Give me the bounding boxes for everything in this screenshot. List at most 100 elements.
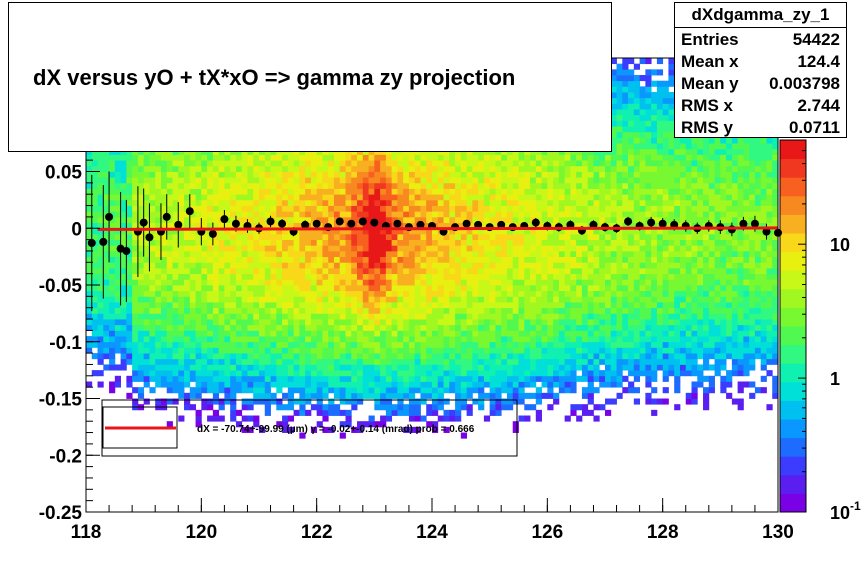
heatmap-cell	[166, 279, 173, 286]
heatmap-cell	[345, 409, 352, 416]
heatmap-cell	[235, 154, 243, 161]
heatmap-cell	[414, 426, 421, 433]
heatmap-cell	[160, 330, 168, 337]
heatmap-cell	[547, 347, 554, 354]
heatmap-cell	[506, 279, 514, 286]
heatmap-cell	[212, 358, 220, 365]
heatmap-cell	[495, 228, 502, 235]
heatmap-cell	[282, 307, 289, 314]
heatmap-cell	[155, 188, 162, 195]
heatmap-cell	[322, 194, 329, 201]
heatmap-cell	[224, 154, 231, 161]
heatmap-cell	[114, 290, 121, 297]
heatmap-cell	[299, 307, 306, 314]
heatmap-cell	[466, 165, 473, 172]
heatmap-cell	[374, 375, 381, 382]
heatmap-cell	[362, 267, 369, 275]
heatmap-cell	[189, 347, 196, 354]
heatmap-cell	[270, 290, 277, 297]
heatmap-cell	[558, 358, 566, 365]
heatmap-cell	[420, 188, 427, 195]
heatmap-cell	[351, 194, 358, 201]
heatmap-cell	[483, 307, 491, 314]
heatmap-cell	[322, 302, 329, 309]
heatmap-cell	[126, 353, 133, 360]
heatmap-cell	[380, 250, 387, 258]
heatmap-cell	[247, 211, 254, 218]
heatmap-cell	[132, 165, 139, 172]
heatmap-cell	[189, 307, 196, 314]
heatmap-cell	[253, 216, 260, 223]
heatmap-cell	[270, 239, 277, 246]
heatmap-cell	[293, 216, 300, 223]
heatmap-cell	[218, 165, 225, 172]
heatmap-cell	[172, 250, 179, 258]
heatmap-cell	[385, 267, 393, 275]
heatmap-cell	[310, 211, 318, 218]
heatmap-cell	[224, 177, 231, 184]
heatmap-cell	[166, 273, 173, 280]
heatmap-cell	[351, 160, 358, 167]
heatmap-cell	[230, 381, 237, 388]
heatmap-cell	[166, 154, 173, 161]
heatmap-cell	[155, 353, 162, 360]
heatmap-cell	[212, 341, 220, 348]
heatmap-cell	[328, 296, 335, 303]
heatmap-cell	[362, 245, 369, 252]
heatmap-cell	[391, 370, 398, 377]
heatmap-cell	[524, 182, 531, 189]
heatmap-cell	[385, 250, 393, 258]
heatmap-cell	[212, 154, 220, 161]
heatmap-cell	[466, 353, 473, 360]
heatmap-cell	[310, 353, 318, 360]
heatmap-cell	[472, 267, 479, 275]
heatmap-cell	[426, 404, 433, 411]
heatmap-cell	[247, 302, 254, 309]
heatmap-cell	[86, 205, 93, 212]
heatmap-cell	[408, 347, 416, 354]
heatmap-cell	[91, 182, 98, 189]
heatmap-cell	[316, 182, 323, 189]
heatmap-cell	[282, 285, 289, 292]
heatmap-cell	[380, 421, 387, 428]
heatmap-cell	[506, 364, 514, 371]
heatmap-cell	[524, 404, 531, 411]
heatmap-cell	[380, 273, 387, 280]
heatmap-cell	[518, 273, 525, 280]
heatmap-cell	[270, 205, 277, 212]
heatmap-cell	[143, 347, 150, 354]
heatmap-cell	[178, 228, 185, 235]
heatmap-cell	[420, 296, 427, 303]
heatmap-cell	[506, 160, 514, 167]
heatmap-cell	[408, 250, 416, 258]
heatmap-cell	[466, 290, 473, 297]
heatmap-cell	[547, 216, 554, 223]
heatmap-cell	[495, 341, 502, 348]
heatmap-cell	[495, 188, 502, 195]
heatmap-cell	[339, 273, 346, 280]
heatmap-cell	[443, 370, 450, 377]
heatmap-cell	[195, 358, 202, 365]
heatmap-cell	[408, 182, 416, 189]
heatmap-cell	[385, 273, 393, 280]
heatmap-cell	[362, 211, 369, 218]
heatmap-cell	[541, 358, 548, 365]
heatmap-cell	[541, 347, 548, 354]
heatmap-cell	[195, 296, 202, 303]
heatmap-cell	[455, 347, 462, 354]
heatmap-cell	[397, 205, 404, 212]
heatmap-cell	[362, 421, 369, 428]
heatmap-cell	[310, 370, 318, 377]
heatmap-cell	[397, 387, 404, 394]
heatmap-cell	[322, 188, 329, 195]
heatmap-cell	[224, 245, 231, 252]
heatmap-cell	[149, 228, 156, 235]
heatmap-cell	[270, 199, 277, 206]
heatmap-cell	[184, 211, 191, 218]
heatmap-cell	[535, 182, 542, 189]
heatmap-cell	[305, 256, 312, 263]
heatmap-cell	[299, 267, 306, 275]
heatmap-cell	[385, 211, 393, 218]
heatmap-cell	[443, 205, 450, 212]
heatmap-cell	[506, 205, 514, 212]
